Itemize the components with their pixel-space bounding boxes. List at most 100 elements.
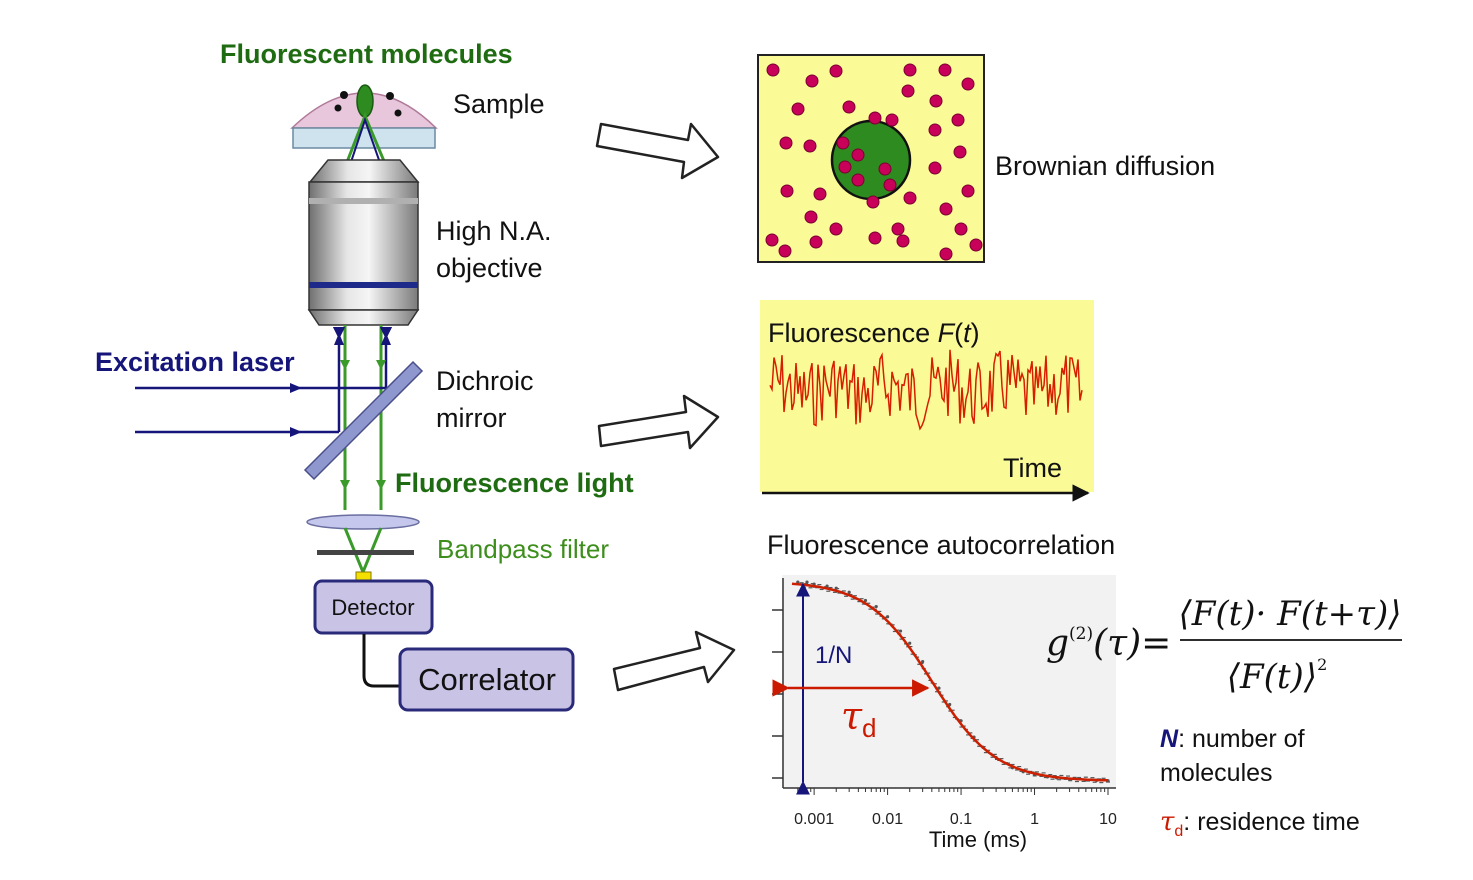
formula-lhs-arg: (τ)=: [1093, 623, 1171, 664]
one-over-n-label: 1/N: [815, 642, 852, 669]
correlator-label: Correlator: [418, 662, 556, 697]
acf-sample-point: [805, 580, 809, 584]
molecule-dot: [765, 233, 779, 247]
molecule-dot: [903, 191, 917, 205]
coverslip: [292, 127, 436, 149]
dichroic-label-line2: mirror: [436, 403, 506, 433]
bandpass-filter-label: Bandpass filter: [437, 534, 609, 564]
hollow-arrow-bottom: [612, 630, 736, 692]
molecule-dot: [851, 173, 865, 187]
tube-lens: [306, 514, 420, 530]
formula-denominator: ⟨F(t)⟩: [1227, 657, 1317, 697]
formula-denominator-sup: 2: [1317, 655, 1327, 674]
legend-tau-sub: d: [1174, 823, 1183, 840]
molecule-dot: [791, 102, 805, 116]
svg-text:g(2)(τ)=: g(2)(τ)=: [1046, 623, 1171, 664]
legend-n-symbol: N: [1160, 725, 1179, 753]
molecule-dot: [878, 162, 892, 176]
tau-d-sub: d: [862, 713, 876, 743]
molecule-dot: [829, 222, 843, 236]
autocorrelation-title: Fluorescence autocorrelation: [767, 530, 1115, 560]
acf-plot-area: [782, 575, 1116, 788]
hollow-arrow-middle: [597, 394, 720, 450]
fluorescence-light-label: Fluorescence light: [395, 468, 634, 498]
signal-title-t: t: [963, 318, 972, 348]
excitation-laser-label: Excitation laser: [95, 347, 295, 377]
legend-tau-symbol: τ: [1160, 807, 1175, 837]
signal-title-open: (: [954, 318, 963, 348]
acf-x-tick-label: 1: [1030, 811, 1039, 828]
legend-n-line1: N: number of: [1160, 725, 1305, 753]
legend-n-text: : number of: [1178, 725, 1305, 753]
molecule-dot: [842, 100, 856, 114]
detector-label: Detector: [331, 595, 414, 620]
objective-lens: [307, 159, 420, 326]
molecule-dot: [929, 94, 943, 108]
molecule-dot: [809, 235, 823, 249]
svg-text:⟨F(t)⟩2: ⟨F(t)⟩2: [1227, 655, 1328, 697]
autocorrelation-formula: g(2)(τ)= ⟨F(t)· F(t+τ)⟩ ⟨F(t)⟩2: [1046, 594, 1402, 697]
molecule-dot: [868, 231, 882, 245]
molecule-dot: [953, 145, 967, 159]
molecule-dot: [961, 184, 975, 198]
molecule-dot: [766, 63, 780, 77]
molecule-dot: [891, 222, 905, 236]
acf-sample-point: [834, 586, 838, 590]
signal-title-f: F: [938, 318, 956, 348]
signal-title: Fluorescence F(t): [768, 318, 980, 348]
molecule-dot: [938, 63, 952, 77]
fluorescence-down-arrows: [340, 360, 386, 490]
molecule-dot: [928, 123, 942, 137]
formula-lhs: g: [1046, 623, 1069, 664]
molecule-dot: [838, 160, 852, 174]
formula-numerator: ⟨F(t)· F(t+τ)⟩: [1178, 594, 1401, 634]
signal-title-prefix: Fluorescence: [768, 318, 938, 348]
molecule-dot: [939, 202, 953, 216]
tau-d-symbol: τ: [841, 694, 863, 738]
legend-tau-line: τd: residence time: [1160, 807, 1360, 840]
hollow-arrow-top: [595, 122, 720, 180]
correlator-box: [398, 647, 575, 712]
molecule-dot: [829, 64, 843, 78]
dichroic-mirror: [303, 360, 424, 481]
focus-beam-green: [338, 112, 394, 181]
acf-x-tick-label: 0.01: [872, 811, 903, 828]
acf-x-ticks: 0.001 0.01 0.1 1 10: [794, 811, 1117, 828]
objective-label-line1: High N.A.: [436, 216, 552, 246]
signal-panel: [760, 300, 1094, 492]
molecule-dot: [951, 113, 965, 127]
molecule-dot: [813, 187, 827, 201]
signal-title-close: ): [971, 318, 980, 348]
brownian-diffusion-label: Brownian diffusion: [995, 151, 1215, 181]
molecule-dot: [885, 113, 899, 127]
acf-x-tick-label: 0.001: [794, 811, 834, 828]
molecule-dot: [954, 222, 968, 236]
fluorescence-trace: [769, 349, 1083, 431]
sample-label: Sample: [453, 89, 545, 119]
molecule-dot: [778, 244, 792, 258]
molecule-dot: [969, 238, 983, 252]
molecule-dot: [779, 136, 793, 150]
acf-sample-point: [921, 660, 925, 664]
acf-x-tick-label: 10: [1099, 811, 1117, 828]
dichroic-label-line1: Dichroic: [436, 366, 534, 396]
legend-n-line2: molecules: [1160, 759, 1273, 787]
acf-sample-point: [874, 604, 878, 609]
acf-sample-point: [885, 615, 890, 619]
acf-fit-curve: [791, 582, 1109, 782]
acf-sample-point: [847, 590, 851, 594]
tau-d-label: τd: [841, 694, 877, 743]
molecule-dot: [804, 210, 818, 224]
fluorescent-molecules-label: Fluorescent molecules: [220, 39, 513, 69]
molecule-dot: [896, 234, 910, 248]
time-ms-label: Time (ms): [929, 827, 1027, 852]
molecule-dot: [901, 84, 915, 98]
observation-volume: [830, 119, 912, 201]
molecule-dot: [883, 178, 897, 192]
beam-up-arrowheads: [334, 333, 344, 345]
formula-lhs-sup: (2): [1069, 624, 1093, 644]
detector-box: [313, 579, 434, 635]
molecule-dot: [805, 74, 819, 88]
molecule-dot: [868, 111, 882, 125]
